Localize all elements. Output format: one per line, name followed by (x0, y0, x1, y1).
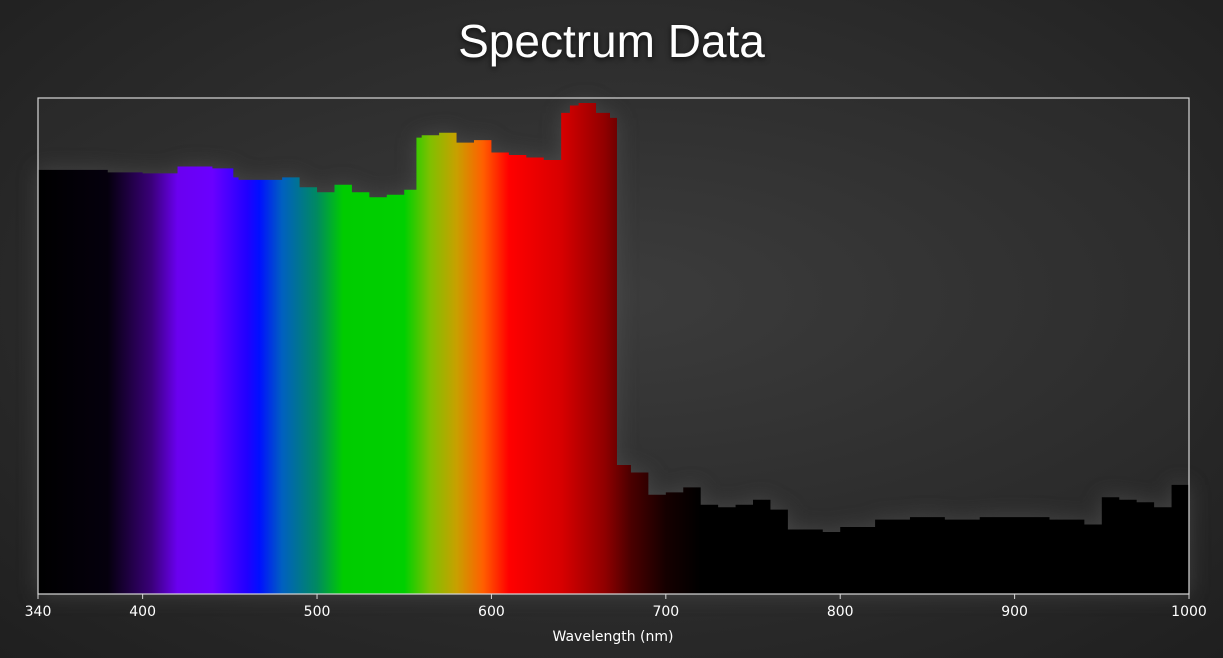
x-axis: 340 400 500 600 700 800 900 1000 (25, 594, 1207, 620)
x-tick-label: 800 (827, 604, 854, 620)
chart-title: Spectrum Data (458, 15, 765, 67)
x-axis-label: Wavelength (nm) (553, 629, 674, 645)
x-tick-label: 700 (652, 604, 679, 620)
spectrum-area (38, 102, 1189, 595)
x-tick-label: 1000 (1171, 604, 1207, 620)
x-tick-label: 900 (1001, 604, 1028, 620)
x-tick-label: 340 (25, 604, 52, 620)
x-tick-label: 600 (478, 604, 505, 620)
plot-frame (37, 97, 1190, 595)
x-tick-label: 400 (129, 604, 156, 620)
x-tick-label: 500 (304, 604, 331, 620)
spectrum-area-layer (38, 102, 1189, 595)
